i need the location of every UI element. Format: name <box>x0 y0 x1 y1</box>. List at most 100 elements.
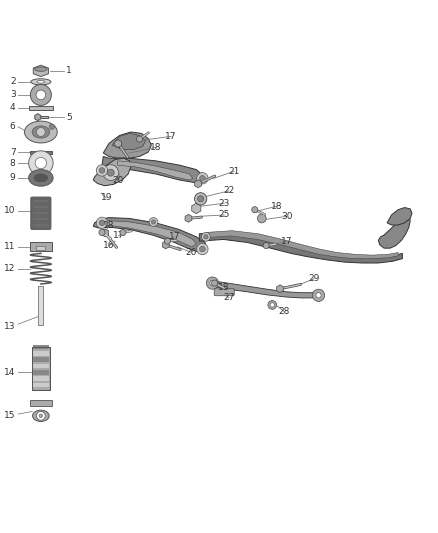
Circle shape <box>197 173 208 184</box>
Text: 28: 28 <box>278 306 290 316</box>
Text: 18: 18 <box>150 143 162 152</box>
Circle shape <box>198 196 204 202</box>
Circle shape <box>151 220 155 224</box>
Text: 14: 14 <box>4 368 15 377</box>
Circle shape <box>35 157 46 169</box>
Text: 8: 8 <box>10 158 15 167</box>
Bar <box>32 345 49 350</box>
Circle shape <box>120 229 126 236</box>
Polygon shape <box>106 221 196 247</box>
Bar <box>36 246 45 250</box>
Circle shape <box>36 411 45 420</box>
Circle shape <box>99 229 105 236</box>
Polygon shape <box>195 180 201 188</box>
Text: 3: 3 <box>10 91 15 100</box>
Text: 22: 22 <box>223 187 234 196</box>
Circle shape <box>200 246 205 252</box>
Circle shape <box>268 301 277 309</box>
Circle shape <box>212 280 218 286</box>
Text: 17: 17 <box>113 231 124 240</box>
Text: 1: 1 <box>66 67 72 75</box>
Bar <box>38 286 43 326</box>
Circle shape <box>194 193 207 205</box>
Bar <box>32 357 49 362</box>
Polygon shape <box>118 161 193 180</box>
Circle shape <box>28 151 53 175</box>
Circle shape <box>39 414 42 417</box>
Circle shape <box>204 235 208 239</box>
Circle shape <box>164 238 170 244</box>
Polygon shape <box>162 241 169 249</box>
Text: 2: 2 <box>10 77 15 86</box>
Polygon shape <box>103 132 151 158</box>
Polygon shape <box>210 280 320 298</box>
Bar <box>32 376 49 381</box>
Text: 30: 30 <box>281 212 293 221</box>
Text: 15: 15 <box>4 411 15 421</box>
Text: 27: 27 <box>223 294 234 302</box>
Bar <box>30 151 52 154</box>
Bar <box>29 106 53 110</box>
Polygon shape <box>206 231 399 259</box>
Polygon shape <box>192 203 201 214</box>
Text: 6: 6 <box>10 122 15 131</box>
Ellipse shape <box>32 410 49 422</box>
Ellipse shape <box>37 80 45 83</box>
Text: 18: 18 <box>103 221 115 230</box>
Polygon shape <box>115 140 121 148</box>
Ellipse shape <box>32 126 49 138</box>
Bar <box>32 383 49 387</box>
FancyBboxPatch shape <box>214 289 234 296</box>
Circle shape <box>316 293 321 298</box>
Circle shape <box>258 214 266 223</box>
Text: 5: 5 <box>66 112 72 122</box>
Text: 29: 29 <box>308 274 320 283</box>
Polygon shape <box>277 285 283 293</box>
Circle shape <box>201 232 210 241</box>
Circle shape <box>96 165 108 176</box>
Ellipse shape <box>34 174 48 182</box>
Polygon shape <box>199 232 403 263</box>
Circle shape <box>49 124 54 130</box>
Text: 17: 17 <box>165 132 177 141</box>
Polygon shape <box>112 133 146 149</box>
Circle shape <box>206 277 219 289</box>
Text: 20: 20 <box>112 175 124 184</box>
Circle shape <box>99 167 105 173</box>
Circle shape <box>200 175 205 181</box>
Polygon shape <box>102 157 202 183</box>
Circle shape <box>210 280 215 286</box>
Polygon shape <box>93 158 131 185</box>
Text: 18: 18 <box>218 283 229 292</box>
Circle shape <box>137 136 143 142</box>
Polygon shape <box>93 217 207 251</box>
Bar <box>32 370 49 375</box>
Text: 10: 10 <box>4 206 15 215</box>
Polygon shape <box>378 215 410 248</box>
Circle shape <box>96 217 108 229</box>
Polygon shape <box>185 214 192 222</box>
Bar <box>29 400 52 406</box>
FancyBboxPatch shape <box>31 197 51 229</box>
Bar <box>29 243 52 251</box>
Circle shape <box>149 217 158 227</box>
Circle shape <box>270 303 275 307</box>
Circle shape <box>36 128 45 136</box>
Circle shape <box>197 244 208 255</box>
Bar <box>32 347 49 390</box>
Circle shape <box>103 165 119 181</box>
Ellipse shape <box>31 79 51 85</box>
Circle shape <box>30 84 51 106</box>
Circle shape <box>263 243 269 248</box>
Text: 9: 9 <box>10 173 15 182</box>
Bar <box>32 351 49 356</box>
Text: 23: 23 <box>219 199 230 208</box>
Circle shape <box>252 207 258 213</box>
Text: 7: 7 <box>10 148 15 157</box>
Text: 13: 13 <box>4 322 15 331</box>
Bar <box>38 116 48 118</box>
Text: 4: 4 <box>10 103 15 112</box>
Polygon shape <box>33 65 49 77</box>
Polygon shape <box>387 207 412 225</box>
Text: 21: 21 <box>229 167 240 176</box>
